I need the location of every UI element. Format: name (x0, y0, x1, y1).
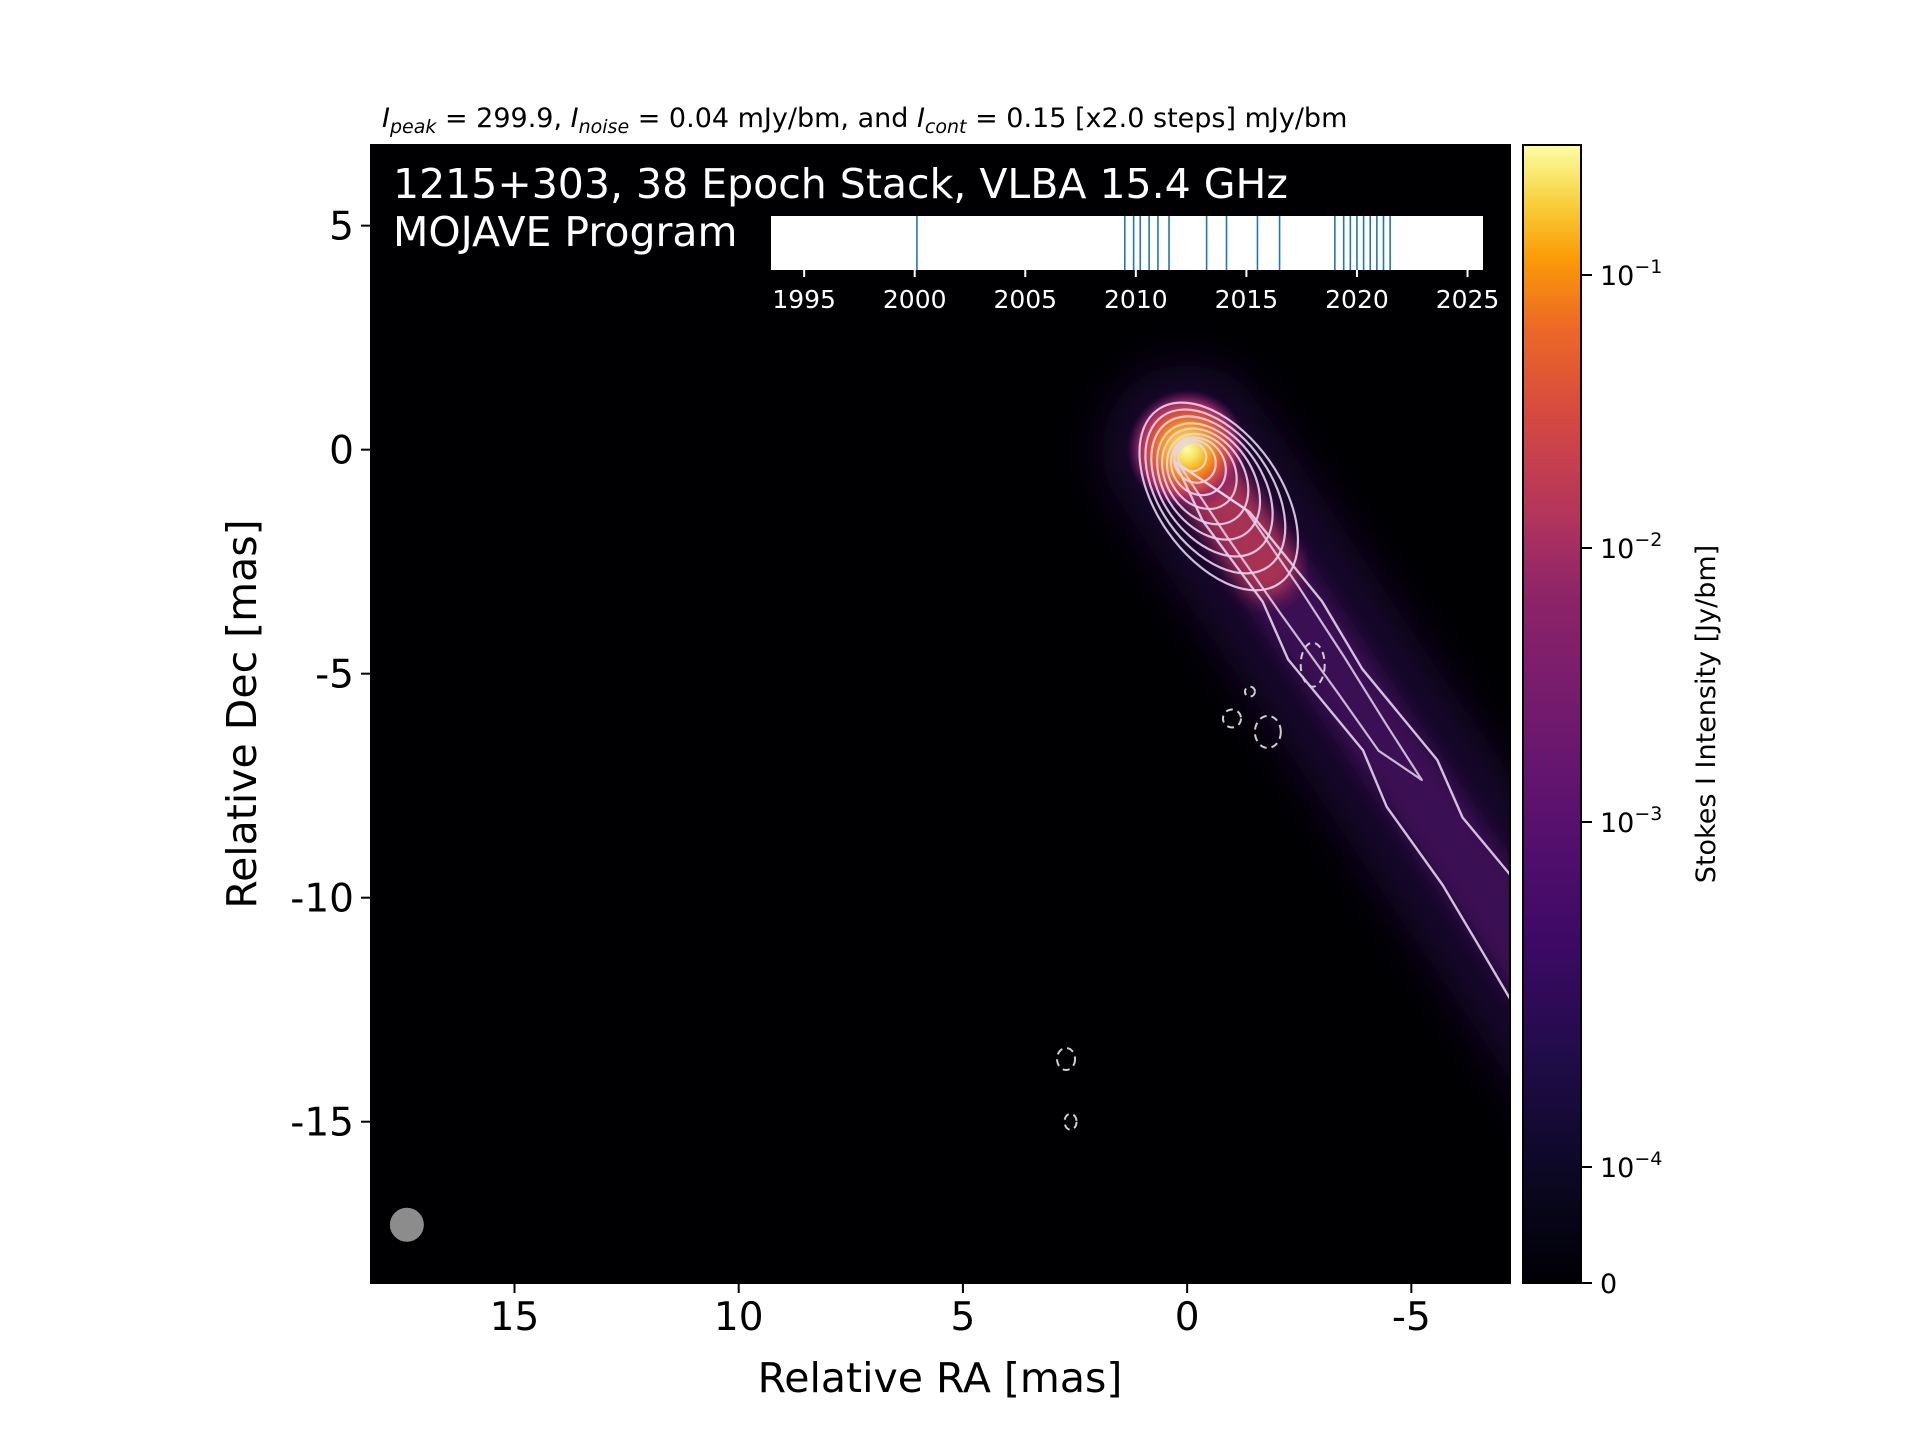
y-tick-label: -15 (290, 1101, 354, 1146)
negative-contour (1243, 685, 1256, 698)
contour-level (1173, 438, 1217, 484)
contour-level (1169, 436, 1227, 497)
y-tick-label: -10 (290, 877, 354, 922)
colorbar-tick-label: 10−3 (1600, 803, 1662, 839)
x-tick-label: 5 (951, 1295, 976, 1340)
colorbar: 10−1 10−2 10−3 10−4 0 Stokes I Intensity [Jy… (1522, 144, 1722, 1300)
beam-ellipse (389, 1207, 424, 1242)
plot-title: Ipeak = 299.9, Inoise = 0.04 mJy/bm, and… (382, 103, 1347, 138)
contour-inner-jet (1177, 463, 1423, 782)
x-axis-ticks: 15 10 5 0 -5 (490, 1283, 1431, 1340)
image-plot-area (371, 145, 1510, 1283)
contour-level (1165, 432, 1238, 511)
contour-lines (1056, 401, 1510, 1131)
colorbar-scale (1522, 144, 1582, 1284)
y-tick-label: 0 (329, 429, 354, 474)
epoch-tick-label: 2020 (1325, 285, 1389, 314)
y-axis-label: Relative Dec [mas] (218, 519, 266, 908)
colorbar-label: Stokes I Intensity [Jy/bm] (1691, 545, 1722, 883)
program-annotation: MOJAVE Program (393, 208, 737, 256)
contour-level (1138, 401, 1300, 592)
contour-level (1160, 427, 1250, 526)
contour-outer-jet (1173, 460, 1510, 1002)
epoch-tick-label: 2025 (1436, 285, 1500, 314)
plot-frame (370, 144, 1511, 1284)
epoch-tick-label: 1995 (772, 285, 836, 314)
x-axis-label: Relative RA [mas] (758, 1354, 1123, 1402)
negative-contour (1299, 641, 1326, 688)
x-tick-label: 15 (490, 1295, 540, 1340)
colorbar-tick-label: 10−1 (1600, 256, 1662, 292)
contour-level (1156, 422, 1262, 541)
x-tick-label: -5 (1392, 1295, 1431, 1340)
negative-contour (1253, 714, 1282, 749)
colorbar-ticks: 10−1 10−2 10−3 10−4 0 (1581, 256, 1662, 1300)
contour-level (1150, 415, 1274, 558)
y-tick-label: 5 (329, 205, 354, 250)
epoch-axis-ticks: 1995 2000 2005 2010 2015 2020 2025 (772, 270, 1499, 314)
colorbar-tick-label: 10−2 (1600, 529, 1662, 565)
negative-contour (1056, 1046, 1077, 1071)
epoch-tick-label: 2000 (883, 285, 947, 314)
epoch-tick-label: 2015 (1215, 285, 1279, 314)
epoch-tick-label: 2010 (1104, 285, 1168, 314)
epoch-lines (916, 216, 1391, 270)
y-tick-label: -5 (315, 653, 354, 698)
epoch-tick-label: 2005 (993, 285, 1057, 314)
contour-level (1144, 408, 1287, 575)
y-axis-ticks: 5 0 -5 -10 -15 (290, 205, 371, 1146)
epoch-timeline-inset: 1995 2000 2005 2010 2015 2020 2025 (771, 216, 1499, 314)
colorbar-tick-label: 10−4 (1600, 1148, 1662, 1184)
x-tick-label: 10 (714, 1295, 764, 1340)
source-annotation: 1215+303, 38 Epoch Stack, VLBA 15.4 GHz (393, 160, 1288, 208)
colorbar-tick-label: 0 (1600, 1269, 1617, 1300)
x-tick-label: 0 (1175, 1295, 1200, 1340)
negative-contour (1221, 708, 1242, 729)
negative-contour (1063, 1112, 1078, 1131)
